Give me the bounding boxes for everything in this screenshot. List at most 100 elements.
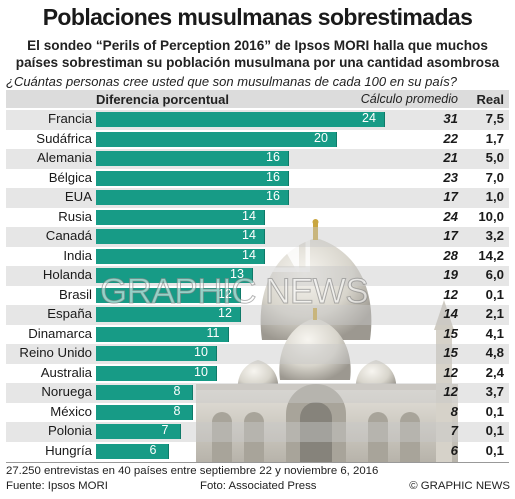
calc-value: 21 (443, 150, 458, 165)
country-label: Canadá (45, 228, 92, 243)
chart-row: Brasil 12 12 0,1 (0, 286, 515, 306)
country-label: México (50, 403, 92, 419)
calc-value: 15 (443, 325, 458, 341)
bar (96, 346, 217, 361)
real-value: 0,1 (485, 442, 504, 458)
chart-row: EUA 16 17 1,0 (0, 188, 515, 208)
footer-source: Fuente: Ipsos MORI (6, 480, 108, 492)
bar (96, 424, 181, 439)
bar (96, 131, 337, 147)
real-value: 3,2 (485, 228, 504, 243)
bar-value-label: 12 (218, 286, 232, 301)
calc-value: 22 (443, 130, 458, 146)
real-value: 7,5 (485, 111, 504, 126)
watermark-text: GRAPHIC NEWS (99, 272, 369, 312)
country-label: Dinamarca (28, 325, 92, 341)
column-header-diff: Diferencia porcentual (96, 92, 229, 107)
bar (96, 443, 169, 459)
calc-value: 19 (443, 267, 458, 282)
country-label: Polonia (48, 423, 92, 438)
survey-question: ¿Cuántas personas cree usted que son mus… (6, 74, 457, 89)
real-column-shade (466, 110, 510, 462)
chart-row: Polonia 7 7 0,1 (0, 422, 515, 442)
real-value: 4,1 (485, 325, 504, 341)
country-label: Alemania (37, 150, 92, 165)
chart-row: Canadá 14 17 3,2 (0, 227, 515, 247)
bar-value-label: 24 (362, 111, 376, 125)
real-value: 10,0 (478, 208, 504, 224)
bar-value-label: 11 (206, 325, 220, 340)
country-label: Bélgica (48, 169, 92, 185)
bar (96, 209, 265, 225)
chart-row: México 8 8 0,1 (0, 403, 515, 423)
bar-value-label: 7 (161, 423, 169, 437)
chart-row: Noruega 8 12 3,7 (0, 383, 515, 403)
bar (96, 404, 193, 420)
calc-value: 17 (443, 189, 458, 204)
chart-row: Dinamarca 11 15 4,1 (0, 325, 515, 345)
calc-value: 8 (450, 403, 458, 419)
footer-note: 27.250 entrevistas en 40 países entre se… (6, 465, 379, 477)
calc-value: 7 (450, 423, 458, 438)
subtitle: El sondeo “Perils of Perception 2016” de… (0, 37, 515, 71)
chart-rows: Francia 24 31 7,5 Sudáfrica 20 22 1,7 Alemania 16… (0, 110, 515, 462)
chart-row: Hungría 6 6 0,1 (0, 442, 515, 462)
calc-value: 14 (443, 306, 458, 321)
bar-value-label: 14 (242, 247, 256, 262)
bar-value-label: 13 (230, 267, 244, 281)
bar (96, 287, 241, 303)
calc-value: 31 (443, 111, 458, 126)
country-label: Rusia (58, 208, 92, 224)
bar (96, 326, 229, 342)
country-label: Hungría (45, 442, 92, 458)
real-value: 3,7 (485, 384, 504, 399)
bar-value-label: 10 (194, 345, 208, 359)
footer-photo-credit: Foto: Associated Press (200, 480, 317, 492)
country-label: Reino Unido (19, 345, 92, 360)
page-title: Poblaciones musulmanas sobrestimadas (42, 4, 473, 30)
calc-value: 24 (443, 208, 458, 224)
calc-value: 28 (443, 247, 458, 263)
bar-value-label: 14 (242, 228, 256, 242)
real-value: 0,1 (485, 286, 504, 302)
bar-value-label: 16 (266, 169, 280, 184)
calc-value: 6 (450, 442, 458, 458)
column-header-bar (6, 90, 509, 108)
real-value: 1,7 (485, 130, 504, 146)
real-value: 6,0 (485, 267, 504, 282)
calc-value: 12 (443, 364, 458, 380)
real-value: 7,0 (485, 169, 504, 185)
real-value: 14,2 (478, 247, 504, 263)
bar-value-label: 8 (173, 403, 181, 418)
chart-row: Francia 24 31 7,5 (0, 110, 515, 130)
real-value: 0,1 (485, 403, 504, 419)
real-value: 2,4 (485, 364, 504, 380)
bar-value-label: 20 (314, 130, 328, 145)
bar-value-label: 8 (173, 384, 181, 398)
subtitle-line-2: países sobrestiman su población musulman… (15, 55, 500, 70)
bar (96, 365, 217, 381)
bar (96, 112, 385, 127)
country-label: Brasil (59, 286, 92, 302)
chart-row: India 14 28 14,2 (0, 247, 515, 267)
chart-row: Sudáfrica 20 22 1,7 (0, 130, 515, 150)
country-label: Australia (40, 364, 92, 380)
country-label: Francia (48, 111, 92, 126)
chart-row: Alemania 16 21 5,0 (0, 149, 515, 169)
chart-row: Bélgica 16 23 7,0 (0, 169, 515, 189)
real-value: 5,0 (485, 150, 504, 165)
chart-row: España 12 14 2,1 (0, 305, 515, 325)
country-label: Noruega (41, 384, 92, 399)
bar (96, 268, 253, 283)
calc-value: 12 (443, 384, 458, 399)
country-label: Sudáfrica (36, 130, 92, 146)
chart-row: Australia 10 12 2,4 (0, 364, 515, 384)
column-header-real: Real (476, 92, 504, 107)
real-value: 2,1 (485, 306, 504, 321)
bar-value-label: 10 (194, 364, 208, 379)
real-value: 0,1 (485, 423, 504, 438)
bar-value-label: 14 (242, 208, 256, 223)
bar-value-label: 6 (149, 442, 157, 457)
calc-value: 23 (443, 169, 458, 185)
real-value: 1,0 (485, 189, 504, 204)
